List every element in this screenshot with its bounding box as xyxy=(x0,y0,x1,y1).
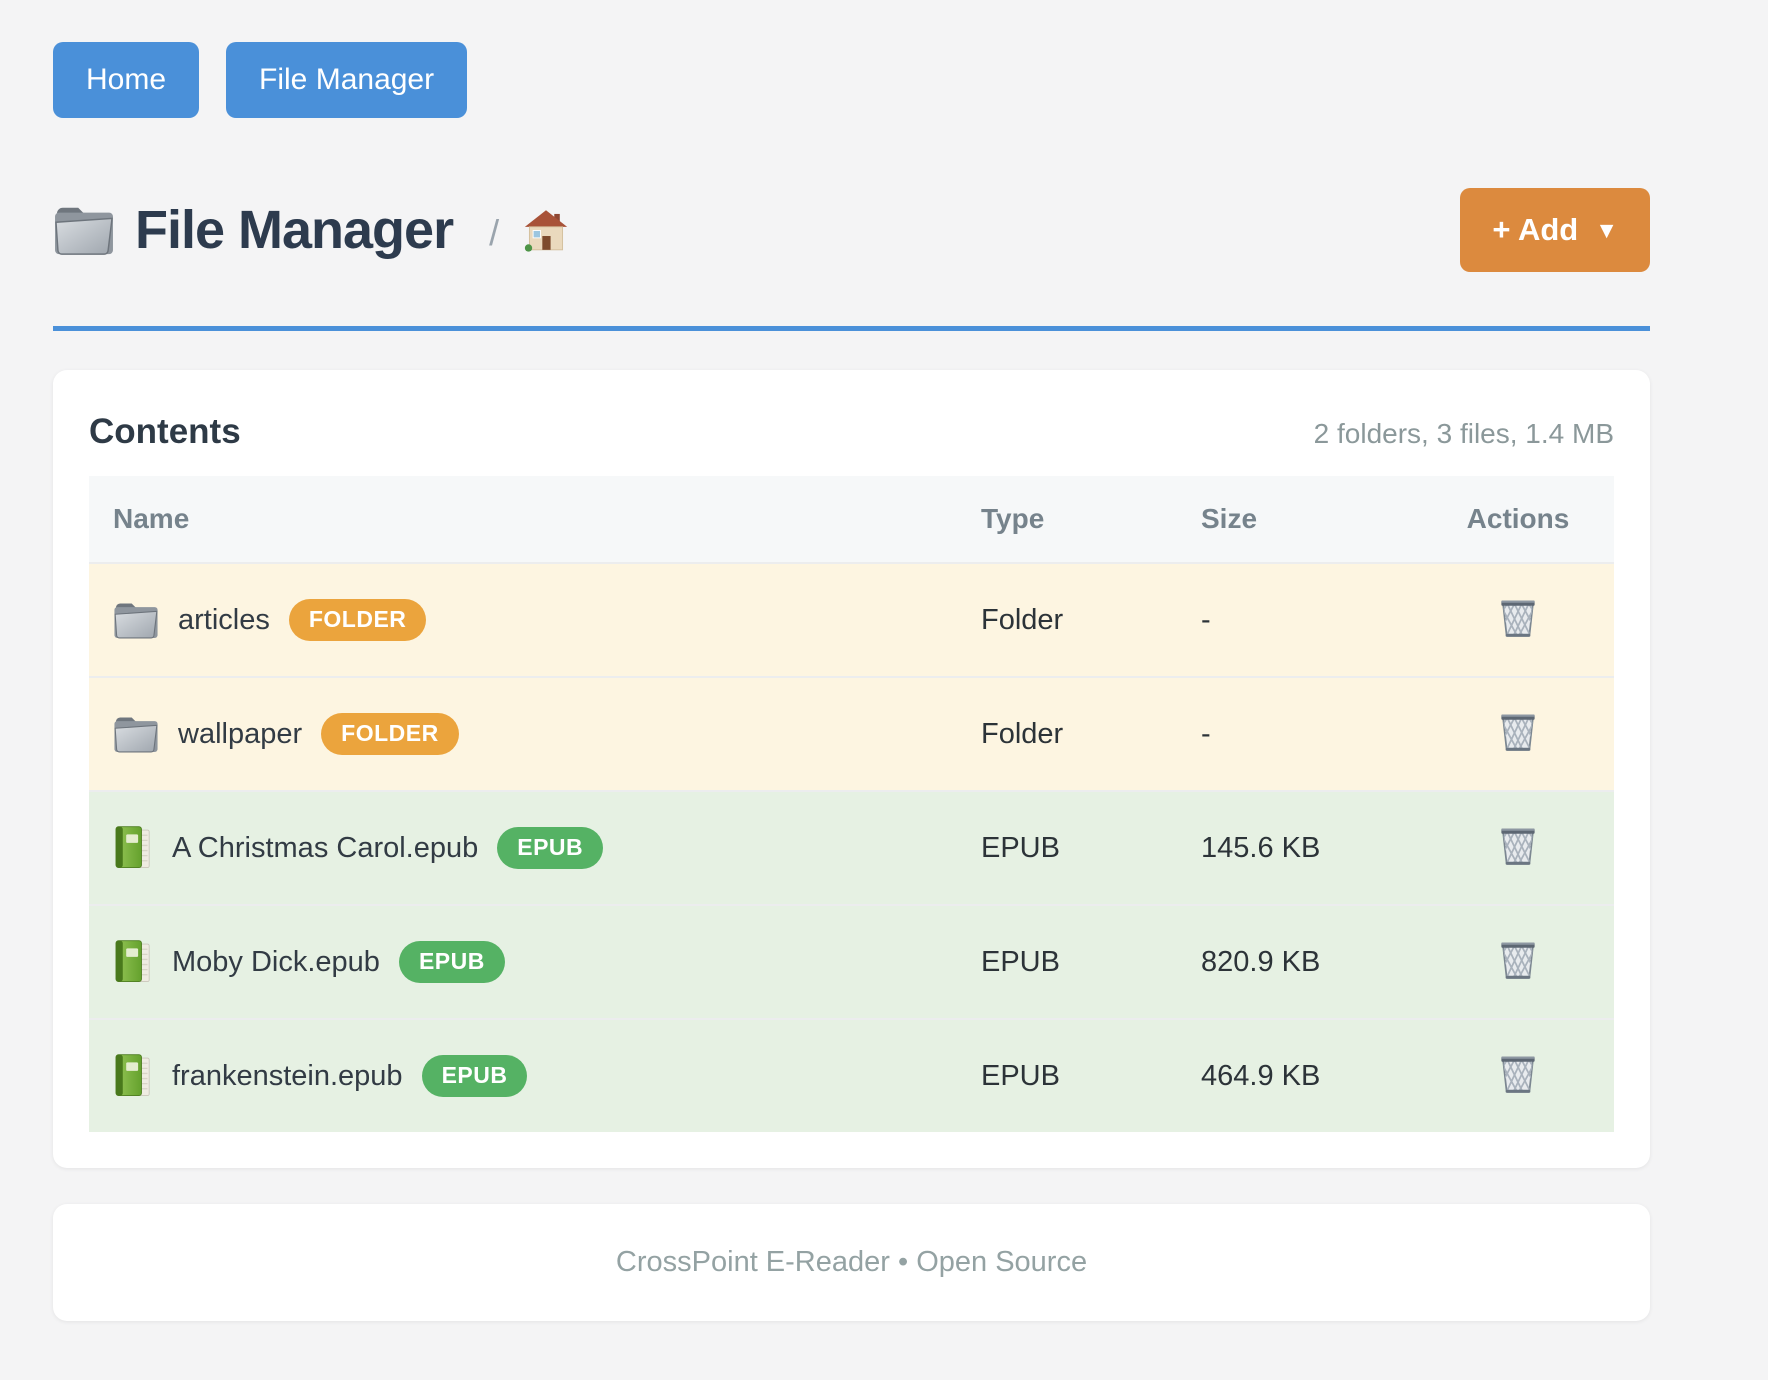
folder-icon xyxy=(113,599,159,641)
item-name[interactable]: articles xyxy=(178,603,270,636)
title-group: File Manager / xyxy=(53,199,569,261)
type-badge: EPUB xyxy=(421,1055,528,1097)
type-badge: EPUB xyxy=(398,941,505,983)
table-row: A Christmas Carol.epub EPUB EPUB 145.6 K… xyxy=(89,791,1614,905)
add-button-label: + Add xyxy=(1492,212,1579,247)
delete-button[interactable] xyxy=(1493,591,1543,645)
trash-icon xyxy=(1497,709,1539,755)
breadcrumb-separator: / xyxy=(489,212,500,253)
column-header-size: Size xyxy=(1201,503,1258,534)
contents-card-header: Contents 2 folders, 3 files, 1.4 MB xyxy=(89,412,1614,452)
trash-icon xyxy=(1497,937,1539,983)
type-badge: FOLDER xyxy=(288,599,427,641)
trash-icon xyxy=(1497,823,1539,869)
item-type: Folder xyxy=(981,603,1064,636)
item-type: EPUB xyxy=(981,945,1060,978)
delete-button[interactable] xyxy=(1493,933,1543,987)
contents-heading: Contents xyxy=(89,412,241,451)
footer-text: CrossPoint E-Reader • Open Source xyxy=(615,1246,1088,1278)
item-type: Folder xyxy=(981,717,1064,750)
contents-card: Contents 2 folders, 3 files, 1.4 MB Name… xyxy=(53,370,1650,1168)
item-name[interactable]: wallpaper xyxy=(178,717,303,750)
item-size: - xyxy=(1201,603,1211,636)
type-badge: EPUB xyxy=(497,827,604,869)
trash-icon xyxy=(1497,595,1539,641)
table-header-row: Name Type Size Actions xyxy=(89,476,1614,563)
table-row: wallpaper FOLDER Folder - xyxy=(89,677,1614,791)
item-size: - xyxy=(1201,717,1211,750)
trash-icon xyxy=(1497,1051,1539,1097)
table-row: articles FOLDER Folder - xyxy=(89,563,1614,677)
book-icon xyxy=(113,825,153,871)
folder-icon xyxy=(53,202,115,258)
table-row: frankenstein.epub EPUB EPUB 464.9 KB xyxy=(89,1019,1614,1132)
footer: CrossPoint E-Reader • Open Source xyxy=(53,1204,1650,1321)
item-name[interactable]: Moby Dick.epub xyxy=(172,945,380,978)
item-size: 464.9 KB xyxy=(1201,1059,1321,1092)
contents-summary: 2 folders, 3 files, 1.4 MB xyxy=(1313,418,1614,449)
file-table: Name Type Size Actions articles FOLDER xyxy=(89,476,1614,1132)
delete-button[interactable] xyxy=(1493,705,1543,759)
delete-button[interactable] xyxy=(1493,1047,1543,1101)
top-nav: Home File Manager xyxy=(53,0,1650,118)
home-icon[interactable] xyxy=(523,209,569,252)
page: Home File Manager File Manager / + Add ▼… xyxy=(53,0,1650,1321)
folder-icon xyxy=(113,713,159,755)
title-underline xyxy=(53,326,1650,331)
page-header: File Manager / + Add ▼ xyxy=(53,188,1650,272)
home-button[interactable]: Home xyxy=(53,42,200,118)
column-header-actions: Actions xyxy=(1466,503,1570,534)
book-icon xyxy=(113,1053,153,1099)
page-title: File Manager xyxy=(135,200,454,260)
item-size: 145.6 KB xyxy=(1201,831,1321,864)
item-type: EPUB xyxy=(981,1059,1060,1092)
item-name[interactable]: frankenstein.epub xyxy=(172,1059,403,1092)
file-manager-button[interactable]: File Manager xyxy=(226,42,468,118)
book-icon xyxy=(113,939,153,985)
column-header-type: Type xyxy=(981,503,1045,534)
table-row: Moby Dick.epub EPUB EPUB 820.9 KB xyxy=(89,905,1614,1019)
add-button[interactable]: + Add ▼ xyxy=(1460,188,1650,272)
type-badge: FOLDER xyxy=(321,713,459,755)
item-size: 820.9 KB xyxy=(1201,945,1321,978)
delete-button[interactable] xyxy=(1493,819,1543,873)
chevron-down-icon: ▼ xyxy=(1595,216,1618,243)
column-header-name: Name xyxy=(113,503,190,534)
item-name[interactable]: A Christmas Carol.epub xyxy=(172,831,479,864)
item-type: EPUB xyxy=(981,831,1060,864)
